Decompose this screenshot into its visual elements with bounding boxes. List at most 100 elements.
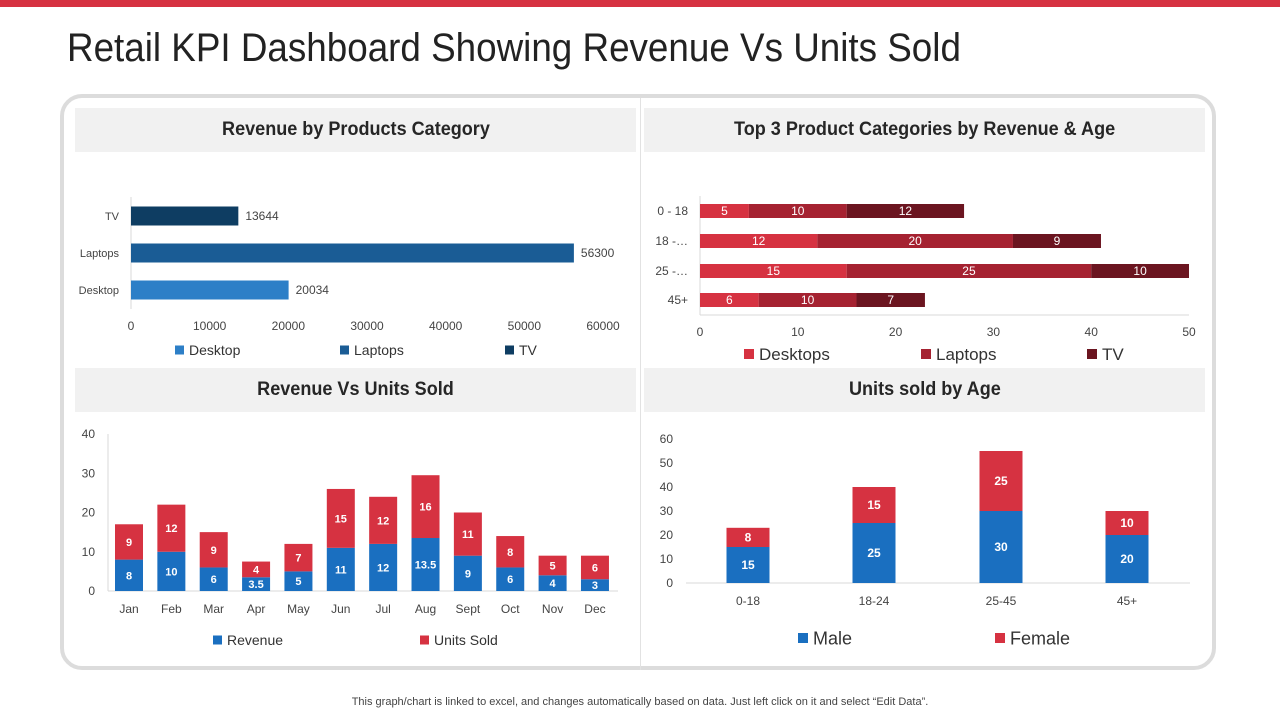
bar-segment bbox=[538, 575, 567, 591]
bar-segment bbox=[852, 523, 896, 583]
data-label: 6 bbox=[592, 562, 598, 574]
x-tick-label: 0 bbox=[697, 325, 704, 339]
bar-segment bbox=[1012, 234, 1101, 248]
page-title: Retail KPI Dashboard Showing Revenue Vs … bbox=[67, 26, 961, 70]
data-label: 9 bbox=[465, 568, 471, 580]
data-label: 8 bbox=[745, 530, 752, 544]
bar-segment bbox=[1105, 511, 1149, 535]
legend-label: Laptops bbox=[936, 345, 997, 364]
bar-segment bbox=[326, 488, 355, 548]
y-tick-label: 30 bbox=[660, 504, 674, 518]
x-tick-label: 25-45 bbox=[986, 594, 1017, 608]
data-label: 30 bbox=[994, 540, 1008, 554]
category-label: Desktop bbox=[79, 285, 119, 297]
bar bbox=[131, 206, 239, 226]
bar-segment bbox=[369, 496, 398, 544]
legend-label: Revenue bbox=[227, 632, 283, 648]
data-label: 10 bbox=[165, 566, 177, 578]
x-tick-label: 0-18 bbox=[736, 594, 760, 608]
x-tick-label: Sept bbox=[456, 602, 481, 616]
data-label: 20034 bbox=[296, 283, 330, 297]
data-label: 11 bbox=[335, 564, 347, 576]
bar-segment bbox=[199, 567, 228, 591]
category-label: Laptops bbox=[80, 248, 120, 260]
x-tick-label: 20 bbox=[889, 325, 903, 339]
legend-label: Male bbox=[813, 628, 852, 648]
data-label: 6 bbox=[726, 293, 733, 307]
data-label: 16 bbox=[419, 502, 431, 514]
category-label: 45+ bbox=[668, 293, 688, 307]
data-label: 12 bbox=[899, 204, 913, 218]
legend-swatch bbox=[340, 345, 349, 355]
bar-segment bbox=[846, 264, 1092, 278]
legend-swatch bbox=[798, 633, 808, 643]
x-tick-label: Aug bbox=[415, 602, 436, 616]
x-tick-label: Apr bbox=[247, 602, 266, 616]
data-label: 7 bbox=[887, 293, 894, 307]
x-tick-label: Jul bbox=[375, 602, 390, 616]
data-label: 15 bbox=[741, 558, 755, 572]
category-label: 18 -… bbox=[655, 234, 688, 248]
bar bbox=[131, 243, 574, 263]
data-label: 9 bbox=[1054, 234, 1061, 248]
x-tick-label: 50 bbox=[1182, 325, 1196, 339]
bar-segment bbox=[326, 547, 355, 591]
dashboard-frame bbox=[60, 94, 1216, 670]
y-tick-label: 10 bbox=[660, 552, 674, 566]
bar-segment bbox=[199, 532, 228, 568]
legend-swatch bbox=[744, 349, 754, 359]
data-label: 5 bbox=[550, 560, 556, 572]
y-tick-label: 0 bbox=[666, 576, 673, 590]
x-tick-label: 0 bbox=[128, 319, 135, 333]
data-label: 6 bbox=[211, 574, 217, 586]
bar-segment bbox=[748, 204, 847, 218]
bar-segment bbox=[496, 567, 525, 591]
bar-segment bbox=[852, 487, 896, 523]
bar-segment bbox=[157, 504, 186, 552]
x-tick-label: 10 bbox=[791, 325, 805, 339]
bar-segment bbox=[157, 551, 186, 591]
data-label: 25 bbox=[962, 264, 976, 278]
category-label: 0 - 18 bbox=[657, 204, 688, 218]
data-label: 6 bbox=[507, 574, 513, 586]
bar-segment bbox=[726, 527, 770, 547]
bar-segment bbox=[580, 579, 609, 591]
bar-segment bbox=[453, 555, 482, 591]
top-accent-bar bbox=[0, 0, 1280, 7]
data-label: 13644 bbox=[245, 209, 279, 223]
x-tick-label: May bbox=[287, 602, 310, 616]
bar-segment bbox=[369, 543, 398, 591]
panel-divider bbox=[640, 98, 641, 670]
data-label: 20 bbox=[908, 234, 922, 248]
x-tick-label: 45+ bbox=[1117, 594, 1137, 608]
bar-segment bbox=[700, 234, 818, 248]
data-label: 25 bbox=[994, 474, 1008, 488]
data-label: 20 bbox=[1120, 552, 1134, 566]
x-tick-label: 30 bbox=[987, 325, 1001, 339]
data-label: 3.5 bbox=[248, 579, 263, 591]
legend-swatch bbox=[420, 635, 429, 645]
legend-swatch bbox=[995, 633, 1005, 643]
bar-segment bbox=[580, 555, 609, 580]
panel-title: Revenue Vs Units Sold bbox=[257, 379, 454, 400]
bar-segment bbox=[538, 555, 567, 576]
data-label: 10 bbox=[791, 204, 805, 218]
data-label: 10 bbox=[1120, 516, 1134, 530]
panel-title: Top 3 Product Categories by Revenue & Ag… bbox=[733, 119, 1116, 140]
footer-note: This graph/chart is linked to excel, and… bbox=[351, 696, 929, 708]
data-label: 4 bbox=[550, 578, 557, 590]
y-tick-label: 20 bbox=[82, 506, 96, 520]
x-tick-label: Jun bbox=[331, 602, 350, 616]
data-label: 9 bbox=[126, 537, 132, 549]
legend-label: Laptops bbox=[354, 342, 404, 358]
legend-swatch bbox=[175, 345, 184, 355]
bar-segment bbox=[700, 293, 759, 307]
category-label: 25 -… bbox=[655, 264, 688, 278]
category-label: TV bbox=[105, 211, 120, 223]
data-label: 12 bbox=[752, 234, 766, 248]
x-tick-label: 60000 bbox=[586, 319, 620, 333]
panel-title: Units sold by Age bbox=[848, 379, 1001, 400]
bar-segment bbox=[979, 451, 1023, 511]
